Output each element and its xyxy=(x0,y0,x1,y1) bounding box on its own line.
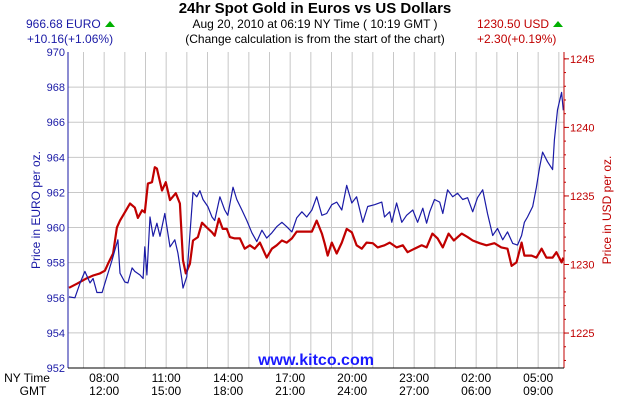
euro-price: 966.68 EURO xyxy=(26,17,115,31)
y-tick-left: 968 xyxy=(47,82,65,94)
y-tick-left: 954 xyxy=(47,328,65,340)
y-tick-right: 1230 xyxy=(570,259,594,271)
x-tick-ny: 08:00 xyxy=(89,371,119,385)
x-row-label-ny: NY Time xyxy=(4,371,50,385)
x-tick-ny: 14:00 xyxy=(213,371,243,385)
x-tick-gmt: 09:00 xyxy=(523,384,553,398)
x-tick-ny: 20:00 xyxy=(337,371,367,385)
y-axis-right-label: Price in USD per oz. xyxy=(600,156,614,265)
y-tick-left: 966 xyxy=(47,117,65,129)
euro-price-value: 966.68 EURO xyxy=(26,17,101,31)
axes: 970 968 966 964 962 960 958 956 954 952 1245 1240 12… xyxy=(47,47,595,398)
y-tick-left: 956 xyxy=(47,293,65,305)
x-tick-ny: 17:00 xyxy=(275,371,305,385)
usd-change: +2.30(+0.19%) xyxy=(477,32,557,46)
x-tick-gmt: 24:00 xyxy=(337,384,367,398)
x-tick-gmt: 27:00 xyxy=(399,384,429,398)
y-tick-left: 952 xyxy=(47,363,65,375)
y-tick-right: 1240 xyxy=(570,122,594,134)
chart-title: 24hr Spot Gold in Euros vs US Dollars xyxy=(178,0,452,17)
watermark: www.kitco.com xyxy=(257,352,374,369)
change-note: (Change calculation is from the start of… xyxy=(185,32,445,46)
y-axis-left-label: Price in EURO per oz. xyxy=(29,151,43,269)
usd-price-value: 1230.50 USD xyxy=(477,17,550,31)
x-tick-gmt: 18:00 xyxy=(213,384,243,398)
y-tick-right: 1245 xyxy=(570,54,594,66)
x-tick-ny: 23:00 xyxy=(399,371,429,385)
y-tick-left: 958 xyxy=(47,258,65,270)
y-tick-left: 962 xyxy=(47,187,65,199)
x-row-label-gmt: GMT xyxy=(20,384,47,398)
x-tick-gmt: 06:00 xyxy=(461,384,491,398)
x-tick-gmt: 15:00 xyxy=(151,384,181,398)
timestamp: Aug 20, 2010 at 06:19 NY Time ( 10:19 GM… xyxy=(192,17,438,31)
x-tick-ny: 05:00 xyxy=(523,371,553,385)
grid xyxy=(68,52,564,368)
series-line-euro xyxy=(68,91,564,299)
series-layer xyxy=(68,91,565,299)
y-tick-left: 964 xyxy=(47,152,65,164)
x-tick-ny: 02:00 xyxy=(461,371,491,385)
y-tick-right: 1235 xyxy=(570,191,594,203)
triangle-up-icon xyxy=(553,21,564,27)
x-tick-ny: 11:00 xyxy=(152,371,181,385)
x-tick-gmt: 21:00 xyxy=(275,384,305,398)
euro-change: +10.16(+1.06%) xyxy=(27,32,114,46)
y-tick-right: 1225 xyxy=(570,328,594,340)
triangle-up-icon xyxy=(104,21,115,27)
y-tick-left: 970 xyxy=(47,47,65,59)
usd-price: 1230.50 USD xyxy=(477,17,564,31)
y-tick-left: 960 xyxy=(47,223,65,235)
x-tick-gmt: 12:00 xyxy=(89,384,119,398)
series-line-usd xyxy=(68,166,565,289)
